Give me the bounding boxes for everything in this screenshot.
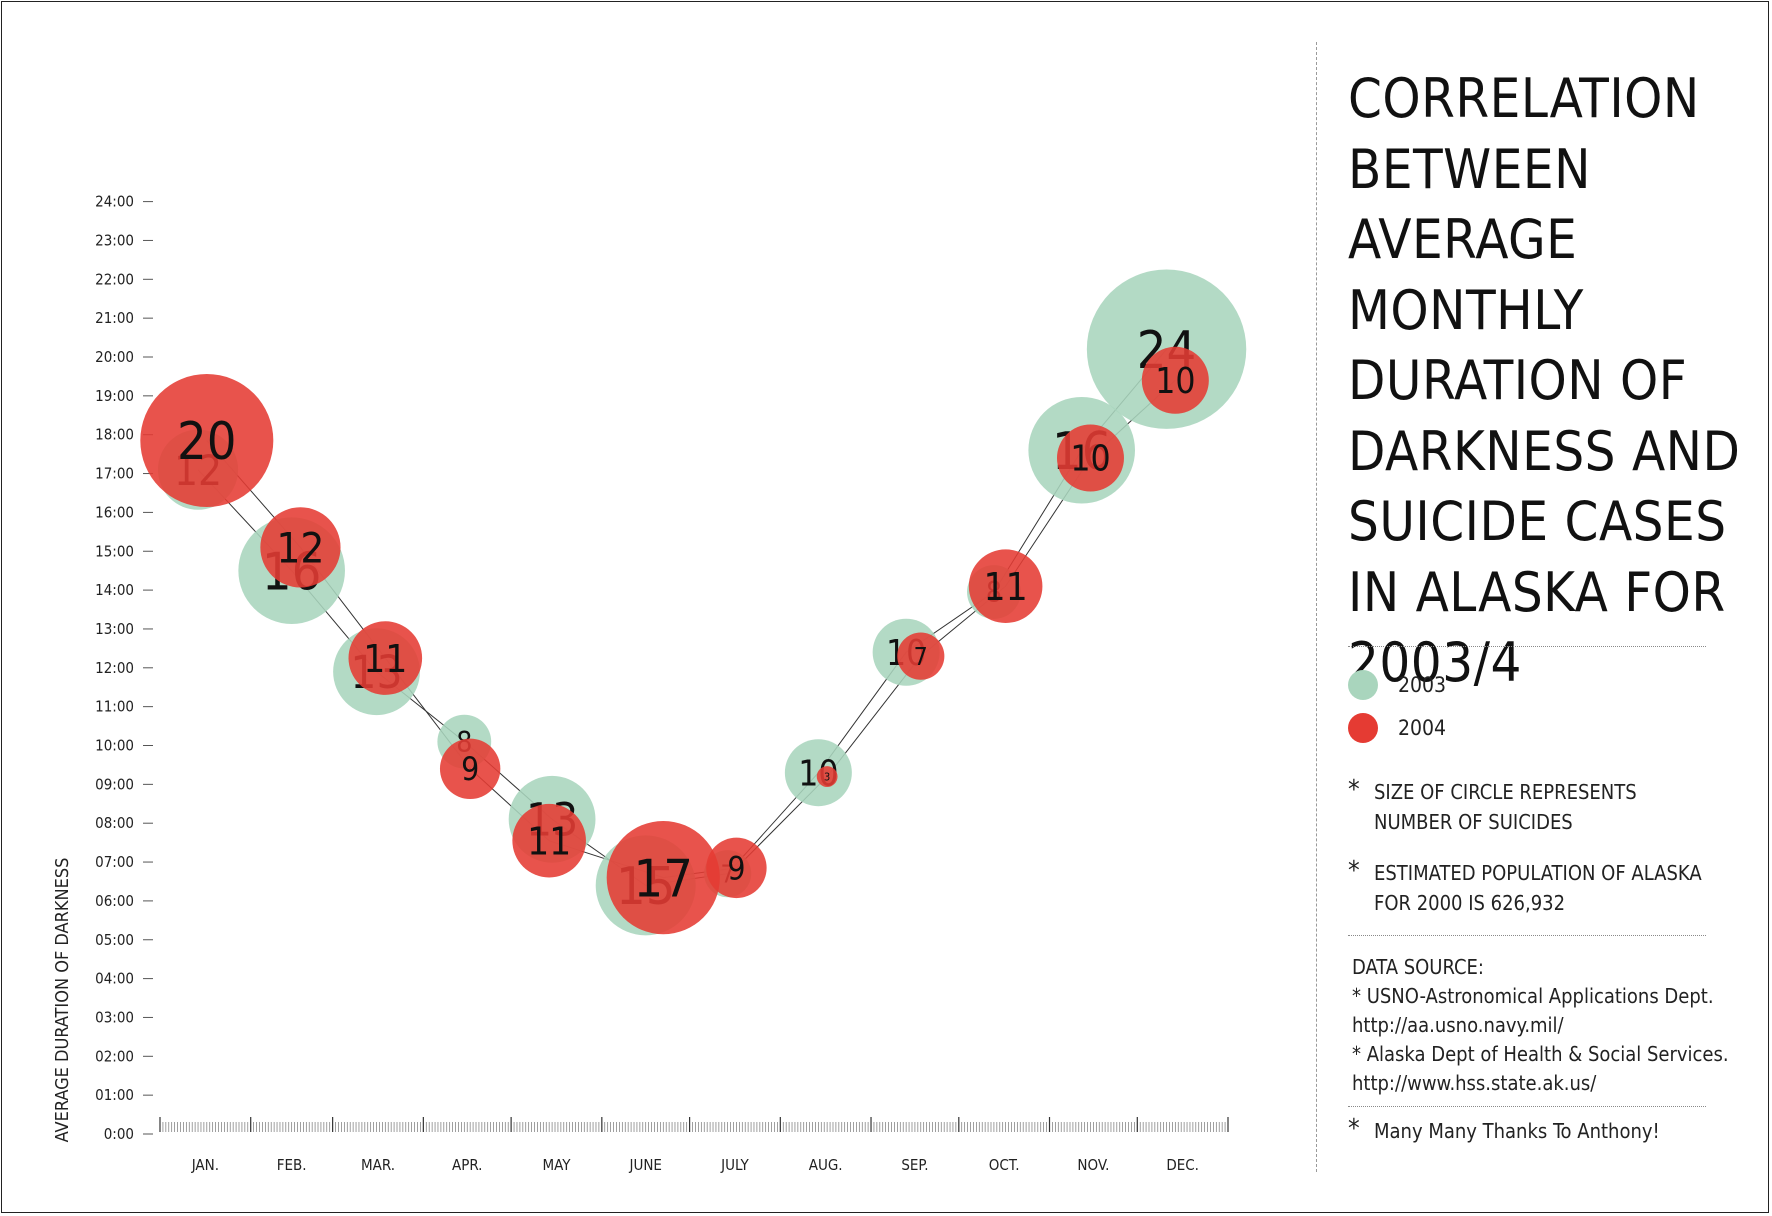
x-tick-label: JUNE <box>628 1156 661 1174</box>
divider <box>1348 1106 1706 1107</box>
asterisk-icon: * <box>1348 1114 1360 1144</box>
y-tick-label: 16:00 <box>95 503 134 521</box>
bubble-2004 <box>439 738 501 800</box>
y-tick-label: 24:00 <box>95 193 134 211</box>
legend-swatch-2004 <box>1348 713 1378 743</box>
y-tick-label: 0:00 <box>104 1125 134 1143</box>
bubble-label-2004: 10 <box>1155 361 1195 402</box>
bubble-label-2004: 7 <box>914 642 928 671</box>
bubble-label-2004: 11 <box>984 565 1028 610</box>
legend-label-2004: 2004 <box>1398 716 1447 740</box>
bubble-chart: 0:00 01:00 02:00 03:00 04:00 05:00 06:00 07:00 0… <box>52 193 1247 1174</box>
legend-swatch-2003 <box>1348 670 1378 700</box>
bubble-2004 <box>1141 346 1209 414</box>
note-circle-size: * SIZE OF CIRCLE REPRESENTS NUMBER OF SU… <box>1348 775 1728 837</box>
bubble-label-2004: 17 <box>634 849 694 909</box>
y-tick-label: 10:00 <box>95 737 134 755</box>
bubble-2004 <box>897 632 945 680</box>
bubble-label-2004: 9 <box>727 851 745 887</box>
asterisk-icon: * <box>1348 775 1360 805</box>
y-tick-label: 20:00 <box>95 348 134 366</box>
y-tick-label: 13:00 <box>95 620 134 638</box>
y-tick-label: 22:00 <box>95 270 134 288</box>
bubble-label-2004: 3 <box>824 771 830 784</box>
y-tick-label: 06:00 <box>95 892 134 910</box>
x-tick-label: JAN. <box>191 1156 219 1174</box>
x-tick-label: AUG. <box>809 1156 843 1174</box>
y-tick-label: 08:00 <box>95 814 134 832</box>
data-source-item: * USNO-Astronomical Applications Dept. h… <box>1352 984 1714 1037</box>
sidebar-divider <box>1316 42 1317 1172</box>
y-tick-label: 07:00 <box>95 853 134 871</box>
bubble-2004 <box>1056 424 1124 492</box>
bubble-2004 <box>260 507 341 588</box>
bubble-2004 <box>606 820 720 935</box>
x-tick-label: FEB. <box>277 1156 307 1174</box>
data-source-item: * Alaska Dept of Health & Social Service… <box>1352 1042 1729 1095</box>
y-tick-label: 18:00 <box>95 426 134 444</box>
y-tick-label: 12:00 <box>95 659 134 677</box>
x-tick-label: MAY <box>543 1156 572 1174</box>
y-tick-label: 23:00 <box>95 231 134 249</box>
bubble-2004 <box>968 549 1043 624</box>
y-axis-title: AVERAGE DURATION OF DARKNESS <box>52 858 73 1143</box>
legend-label-2003: 2003 <box>1398 673 1447 697</box>
x-tick-label: SEP. <box>901 1156 928 1174</box>
bubble-label-2004: 20 <box>177 412 237 472</box>
thanks-text: Many Many Thanks To Anthony! <box>1374 1119 1660 1143</box>
y-tick-label: 15:00 <box>95 542 134 560</box>
series-bubbles: 1216138131571010816242012119111793711101… <box>140 269 1247 936</box>
y-axis: 0:00 01:00 02:00 03:00 04:00 05:00 06:00 07:00 0… <box>95 193 153 1143</box>
x-axis: JAN. FEB. MAR. APR. MAY JUNE JULY AUG. SEP. OCT. N… <box>159 1117 1229 1174</box>
note-text: SIZE OF CIRCLE REPRESENTS NUMBER OF SUIC… <box>1374 780 1637 834</box>
divider <box>1348 935 1706 936</box>
data-source-title: DATA SOURCE: <box>1352 955 1484 979</box>
x-axis-day-ticks <box>159 1122 1229 1132</box>
y-tick-label: 21:00 <box>95 309 134 327</box>
x-tick-label: MAR. <box>361 1156 395 1174</box>
x-tick-label: DEC. <box>1166 1156 1199 1174</box>
y-tick-label: 09:00 <box>95 775 134 793</box>
series-lines <box>197 348 1176 886</box>
note-text: ESTIMATED POPULATION OF ALASKA FOR 2000 … <box>1374 861 1702 915</box>
data-source: DATA SOURCE: * USNO-Astronomical Applica… <box>1352 953 1742 1098</box>
bubble-label-2004: 9 <box>461 752 479 788</box>
thanks-note: * Many Many Thanks To Anthony! <box>1348 1114 1728 1146</box>
legend-item-2004: 2004 <box>1348 713 1446 743</box>
y-tick-label: 04:00 <box>95 970 134 988</box>
y-tick-label: 11:00 <box>95 698 134 716</box>
bubble-2004 <box>816 766 838 787</box>
y-tick-label: 05:00 <box>95 931 134 949</box>
y-tick-label: 01:00 <box>95 1086 134 1104</box>
x-tick-label: JULY <box>720 1156 749 1174</box>
bubble-label-2004: 11 <box>527 820 571 865</box>
bubble-label-2004: 10 <box>1070 439 1110 480</box>
chart-title: CORRELATION BETWEEN AVERAGE MONTHLY DURA… <box>1348 67 1741 694</box>
divider <box>1348 646 1706 647</box>
asterisk-icon: * <box>1348 856 1360 886</box>
y-tick-label: 19:00 <box>95 387 134 405</box>
y-tick-label: 14:00 <box>95 581 134 599</box>
bubble-2004 <box>512 803 586 878</box>
bubble-2004 <box>140 374 274 508</box>
x-tick-label: APR. <box>452 1156 483 1174</box>
x-tick-label: NOV. <box>1077 1156 1109 1174</box>
bubble-2004 <box>348 621 423 695</box>
bubble-label-2004: 12 <box>276 524 324 573</box>
y-tick-label: 02:00 <box>95 1047 134 1065</box>
bubble-label-2004: 11 <box>363 637 407 682</box>
bubble-2004 <box>706 837 767 899</box>
x-tick-label: OCT. <box>989 1156 1020 1174</box>
y-tick-label: 17:00 <box>95 465 134 483</box>
legend-item-2003: 2003 <box>1348 670 1446 700</box>
note-population: * ESTIMATED POPULATION OF ALASKA FOR 200… <box>1348 856 1728 918</box>
y-tick-label: 03:00 <box>95 1008 134 1026</box>
